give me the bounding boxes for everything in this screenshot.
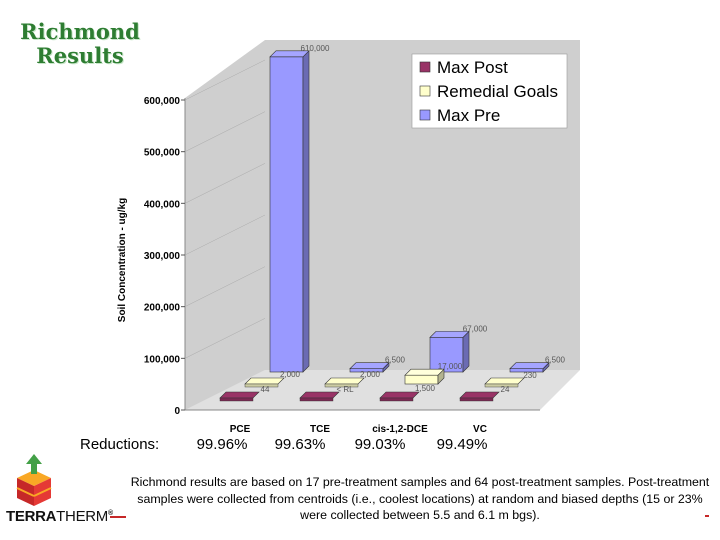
bar-flat-tile	[379, 391, 420, 399]
bar-edge	[244, 383, 279, 388]
category-label: TCE	[310, 424, 330, 435]
legend-swatch	[419, 85, 431, 97]
bar-front-face	[429, 337, 464, 373]
footnote: Richmond results are based on 17 pre-tre…	[130, 475, 710, 522]
y-tick-label: 400,000	[144, 199, 181, 210]
bar-data-label: 1,500	[415, 384, 436, 393]
bar-chart: 0 100,000 200,000 300,000 400,000 500,000 600,…	[117, 40, 580, 435]
bar-flat-tile	[324, 377, 365, 385]
terratherm-logo-icon	[16, 454, 52, 506]
bar-edge	[324, 383, 359, 388]
bar-max-post-1: < RL	[299, 385, 354, 402]
legend-label: Max Post	[437, 58, 508, 77]
bar-data-label: 6,500	[385, 356, 406, 365]
y-tick-label: 100,000	[144, 354, 181, 365]
grid-line	[184, 59, 266, 101]
reduction-dce: 99.03%	[354, 436, 406, 453]
bar-data-label: 2,000	[360, 370, 381, 379]
bar-front-face	[269, 56, 304, 373]
bar-data-label: 67,000	[463, 324, 488, 333]
legend-swatch	[419, 61, 431, 73]
y-tick-label: 0	[174, 406, 180, 417]
bar-flat-tile	[459, 391, 500, 399]
bar-flat-tile	[244, 377, 285, 385]
category-label: PCE	[230, 424, 251, 435]
category-label: VC	[473, 424, 487, 435]
bar-max-pre-3: 6,500	[509, 356, 566, 373]
bar-edge	[219, 397, 254, 402]
bar-top-face	[509, 362, 550, 369]
bar-max-post-3: 24	[459, 385, 510, 402]
logo-text-bold: TERRA	[6, 508, 57, 525]
bar-flat-tile	[484, 377, 525, 385]
bar-top-face	[349, 362, 390, 369]
reduction-pce: 99.96%	[196, 436, 248, 453]
bar-remedial-goals-3: 230	[484, 371, 537, 388]
slide-title: Richmond Results	[20, 19, 140, 68]
bar-max-post-0: 44	[219, 385, 270, 402]
bar-edge	[299, 397, 334, 402]
bar-edge	[459, 397, 494, 402]
y-tick-label: 200,000	[144, 303, 181, 314]
bar-data-label: < RL	[336, 385, 354, 394]
bar-data-label: 17,000	[438, 362, 463, 371]
bar-data-label: 2,000	[280, 370, 301, 379]
bar-side-face	[302, 50, 310, 373]
bar-flat-tile	[299, 391, 340, 399]
grid-line	[184, 318, 266, 359]
grid-line	[184, 163, 266, 204]
grid-line	[184, 266, 266, 307]
y-axis-ticks: 0 100,000 200,000 300,000 400,000 500,000 600,…	[144, 59, 266, 417]
bar-top-face	[269, 50, 310, 58]
y-axis-label: Soil Concentration - ug/kg	[117, 198, 128, 322]
legend-swatch	[419, 109, 431, 121]
bar-data-label: 6,500	[545, 356, 566, 365]
bar-data-label: 610,000	[301, 44, 330, 53]
logo-registered-mark: ®	[108, 510, 113, 517]
bar-edge	[484, 383, 519, 388]
legend-label: Max Pre	[437, 106, 500, 125]
bar-side-face	[462, 330, 470, 373]
page-marker	[705, 515, 709, 517]
bar-max-pre-1: 6,500	[349, 356, 406, 373]
category-label: cis-1,2-DCE	[372, 424, 428, 435]
y-tick-label: 500,000	[144, 148, 181, 159]
grid-line	[184, 111, 266, 152]
reductions-label: Reductions:	[80, 436, 160, 453]
grid-line	[184, 214, 266, 256]
legend-label: Remedial Goals	[437, 82, 558, 101]
logo-text: TERRATHERM®	[6, 508, 113, 525]
reduction-vc: 99.49%	[436, 436, 488, 453]
bar-remedial-goals-1: 2,000	[324, 370, 381, 388]
y-tick-label: 300,000	[144, 251, 181, 262]
bar-data-label: 230	[523, 371, 537, 380]
bar-remedial-goals-2: 17,000	[404, 362, 463, 385]
chart-legend: Max Post Remedial Goals Max Pre	[411, 53, 568, 129]
bar-remedial-goals-0: 2,000	[244, 370, 301, 388]
logo-divider	[110, 516, 126, 518]
bar-max-pre-2: 67,000	[429, 324, 488, 373]
bar-max-post-2: 1,500	[379, 384, 436, 402]
bar-front-face	[404, 374, 439, 385]
reduction-tce: 99.63%	[274, 436, 326, 453]
bar-data-label: 44	[261, 385, 270, 394]
legend-box	[411, 53, 568, 129]
bar-edge	[379, 397, 414, 402]
bar-max-pre-0: 610,000	[269, 44, 330, 373]
bar-top-face	[429, 331, 470, 338]
bar-top-face	[404, 368, 445, 376]
logo-text-thin: THERM	[56, 508, 108, 525]
chart-bars: 610,000 6,500 67,000 6,500 2,000 2,000 17,000 2…	[219, 44, 566, 402]
bar-flat-tile	[219, 391, 260, 399]
bar-data-label: 24	[501, 385, 510, 394]
category-labels: PCE TCE cis-1,2-DCE VC	[230, 424, 487, 435]
y-tick-label: 600,000	[144, 96, 181, 107]
